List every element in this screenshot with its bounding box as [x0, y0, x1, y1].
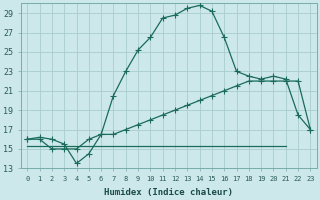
- X-axis label: Humidex (Indice chaleur): Humidex (Indice chaleur): [104, 188, 233, 197]
